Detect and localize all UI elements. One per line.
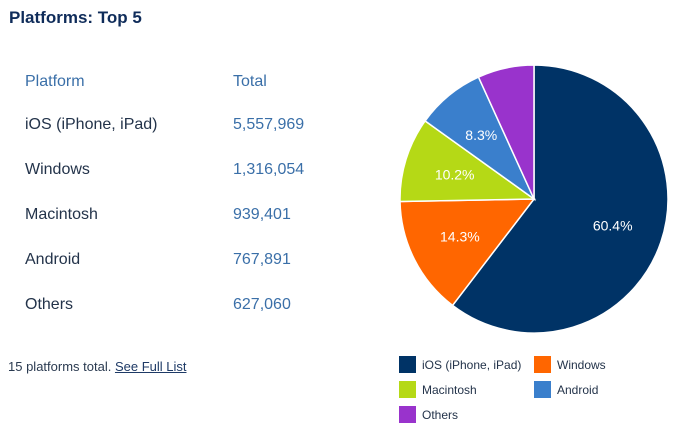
platform-name: Android [25,250,81,268]
platform-name: Others [25,295,74,313]
pie-data-label: 10.2% [435,166,475,182]
legend-item[interactable]: Others [399,406,534,423]
table-row: Android 767,891 [25,237,343,282]
platforms-table: Platform Total iOS (iPhone, iPad) 5,557,… [25,62,343,327]
platform-column-header: Platform [25,73,85,90]
legend-swatch [399,406,416,423]
table-row: Macintosh 939,401 [25,192,343,237]
legend-swatch [534,381,551,398]
pie-slice[interactable] [399,198,536,307]
platform-total: 767,891 [233,250,291,268]
pie-slice[interactable] [399,119,537,203]
legend-swatch [399,356,416,373]
legend-item[interactable]: Android [534,381,654,398]
platform-name: Windows [25,160,90,178]
platform-name: iOS (iPhone, iPad) [25,115,158,133]
platform-total: 939,401 [233,205,291,223]
platform-total: 627,060 [233,295,291,313]
pie-slice[interactable] [477,64,535,200]
legend-label: Others [422,407,459,422]
table-header-row: Platform Total [25,62,343,102]
pie-slice[interactable] [451,64,669,334]
legend-item[interactable]: iOS (iPhone, iPad) [399,356,534,373]
pie-data-label: 8.3% [465,127,497,143]
legend-item[interactable]: Macintosh [399,381,534,398]
platform-name: Macintosh [25,205,98,223]
platforms-count-text: 15 platforms total. [8,359,112,374]
legend-swatch [534,356,551,373]
pie-data-label: 14.3% [440,228,480,244]
legend-label: Android [557,382,599,397]
legend-label: Windows [557,357,606,372]
pie-data-label: 60.4% [593,218,633,234]
platform-total: 1,316,054 [233,160,305,178]
chart-legend: iOS (iPhone, iPad) Windows Macintosh And… [399,356,654,423]
legend-label: Macintosh [422,382,477,397]
platform-total: 5,557,969 [233,115,305,133]
platforms-footer: 15 platforms total. See Full List [8,359,187,374]
table-row: Others 627,060 [25,282,343,327]
legend-swatch [399,381,416,398]
total-column-header: Total [233,73,267,90]
see-full-list-link[interactable]: See Full List [114,359,187,374]
table-row: iOS (iPhone, iPad) 5,557,969 [25,102,343,147]
legend-item[interactable]: Windows [534,356,654,373]
widget-title: Platforms: Top 5 [9,8,142,27]
table-row: Windows 1,316,054 [25,147,343,192]
legend-label: iOS (iPhone, iPad) [422,357,522,372]
platform-pie-chart: 60.4% 14.3% 10.2% 8.3% [399,64,669,334]
